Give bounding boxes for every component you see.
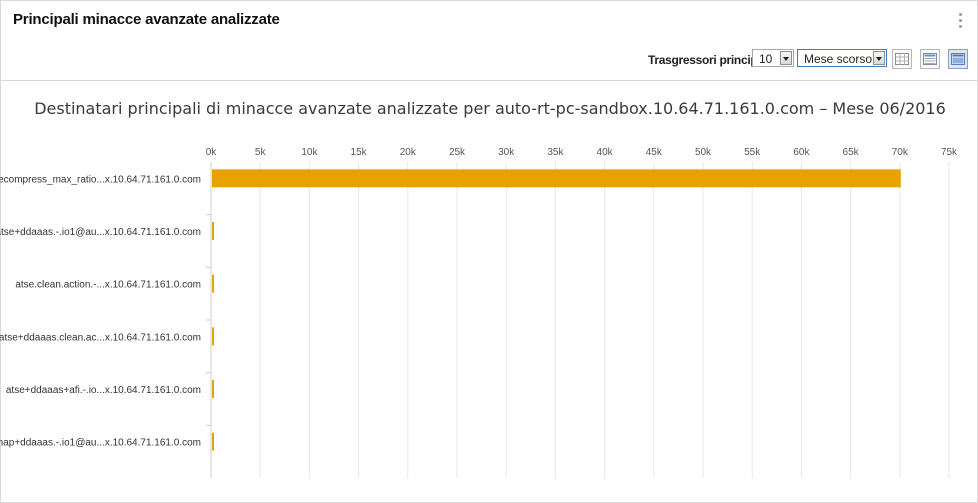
x-tick-label: 35k <box>547 147 564 158</box>
list-view-icon <box>923 53 937 65</box>
widget-header: Principali minacce avanzate analizzate T… <box>1 1 977 81</box>
x-tick-label: 25k <box>449 147 466 158</box>
period-value: Mese scorso <box>804 52 873 66</box>
bar[interactable] <box>212 274 214 293</box>
chart-title: Destinatari principali di minacce avanza… <box>34 99 946 118</box>
category-label: atse+ddaaas.-.io1@au...x.10.64.71.161.0.… <box>0 227 201 238</box>
chart-view-icon <box>951 53 965 65</box>
x-tick-label: 55k <box>744 147 761 158</box>
x-tick-label: 5k <box>255 147 267 158</box>
bar[interactable] <box>212 169 901 188</box>
x-tick-label: 0k <box>206 147 218 158</box>
list-view-button[interactable] <box>920 49 940 69</box>
category-label: atse+ddaaas+afi.-.io...x.10.64.71.161.0.… <box>6 385 201 396</box>
bar[interactable] <box>212 222 214 240</box>
offenders-label: Trasgressori principali <box>648 53 770 67</box>
offenders-count-select[interactable]: 10 <box>752 49 794 67</box>
category-label: decompress_max_ratio...x.10.64.71.161.0.… <box>0 174 201 185</box>
table-view-button[interactable] <box>892 49 912 69</box>
x-tick-label: 60k <box>793 147 810 158</box>
x-tick-label: 10k <box>301 147 318 158</box>
table-view-icon <box>895 53 909 65</box>
x-tick-label: 45k <box>646 147 663 158</box>
category-label: snap+ddaaas.-.io1@au...x.10.64.71.161.0.… <box>0 438 201 449</box>
x-tick-label: 15k <box>351 147 368 158</box>
bar[interactable] <box>212 380 214 398</box>
bar[interactable] <box>212 327 214 346</box>
x-tick-label: 75k <box>941 147 958 158</box>
chart-view-button[interactable] <box>948 49 968 69</box>
category-label: atse.clean.action.-...x.10.64.71.161.0.c… <box>15 280 201 291</box>
chevron-down-icon[interactable] <box>873 51 885 65</box>
x-tick-label: 70k <box>892 147 909 158</box>
period-select[interactable]: Mese scorso <box>797 49 887 67</box>
x-tick-label: 30k <box>498 147 515 158</box>
x-tick-label: 40k <box>597 147 614 158</box>
widget-controls: Trasgressori principali 10 Mese scorso <box>1 47 977 71</box>
x-tick-label: 20k <box>400 147 417 158</box>
widget-title: Principali minacce avanzate analizzate <box>13 11 280 28</box>
more-options-icon[interactable] <box>956 13 964 31</box>
category-label: atse+ddaaas.clean.ac...x.10.64.71.161.0.… <box>0 332 201 343</box>
offenders-count-value: 10 <box>759 52 773 66</box>
x-tick-label: 65k <box>843 147 860 158</box>
bar[interactable] <box>212 432 214 451</box>
x-tick-label: 50k <box>695 147 712 158</box>
chevron-down-icon[interactable] <box>780 51 792 65</box>
